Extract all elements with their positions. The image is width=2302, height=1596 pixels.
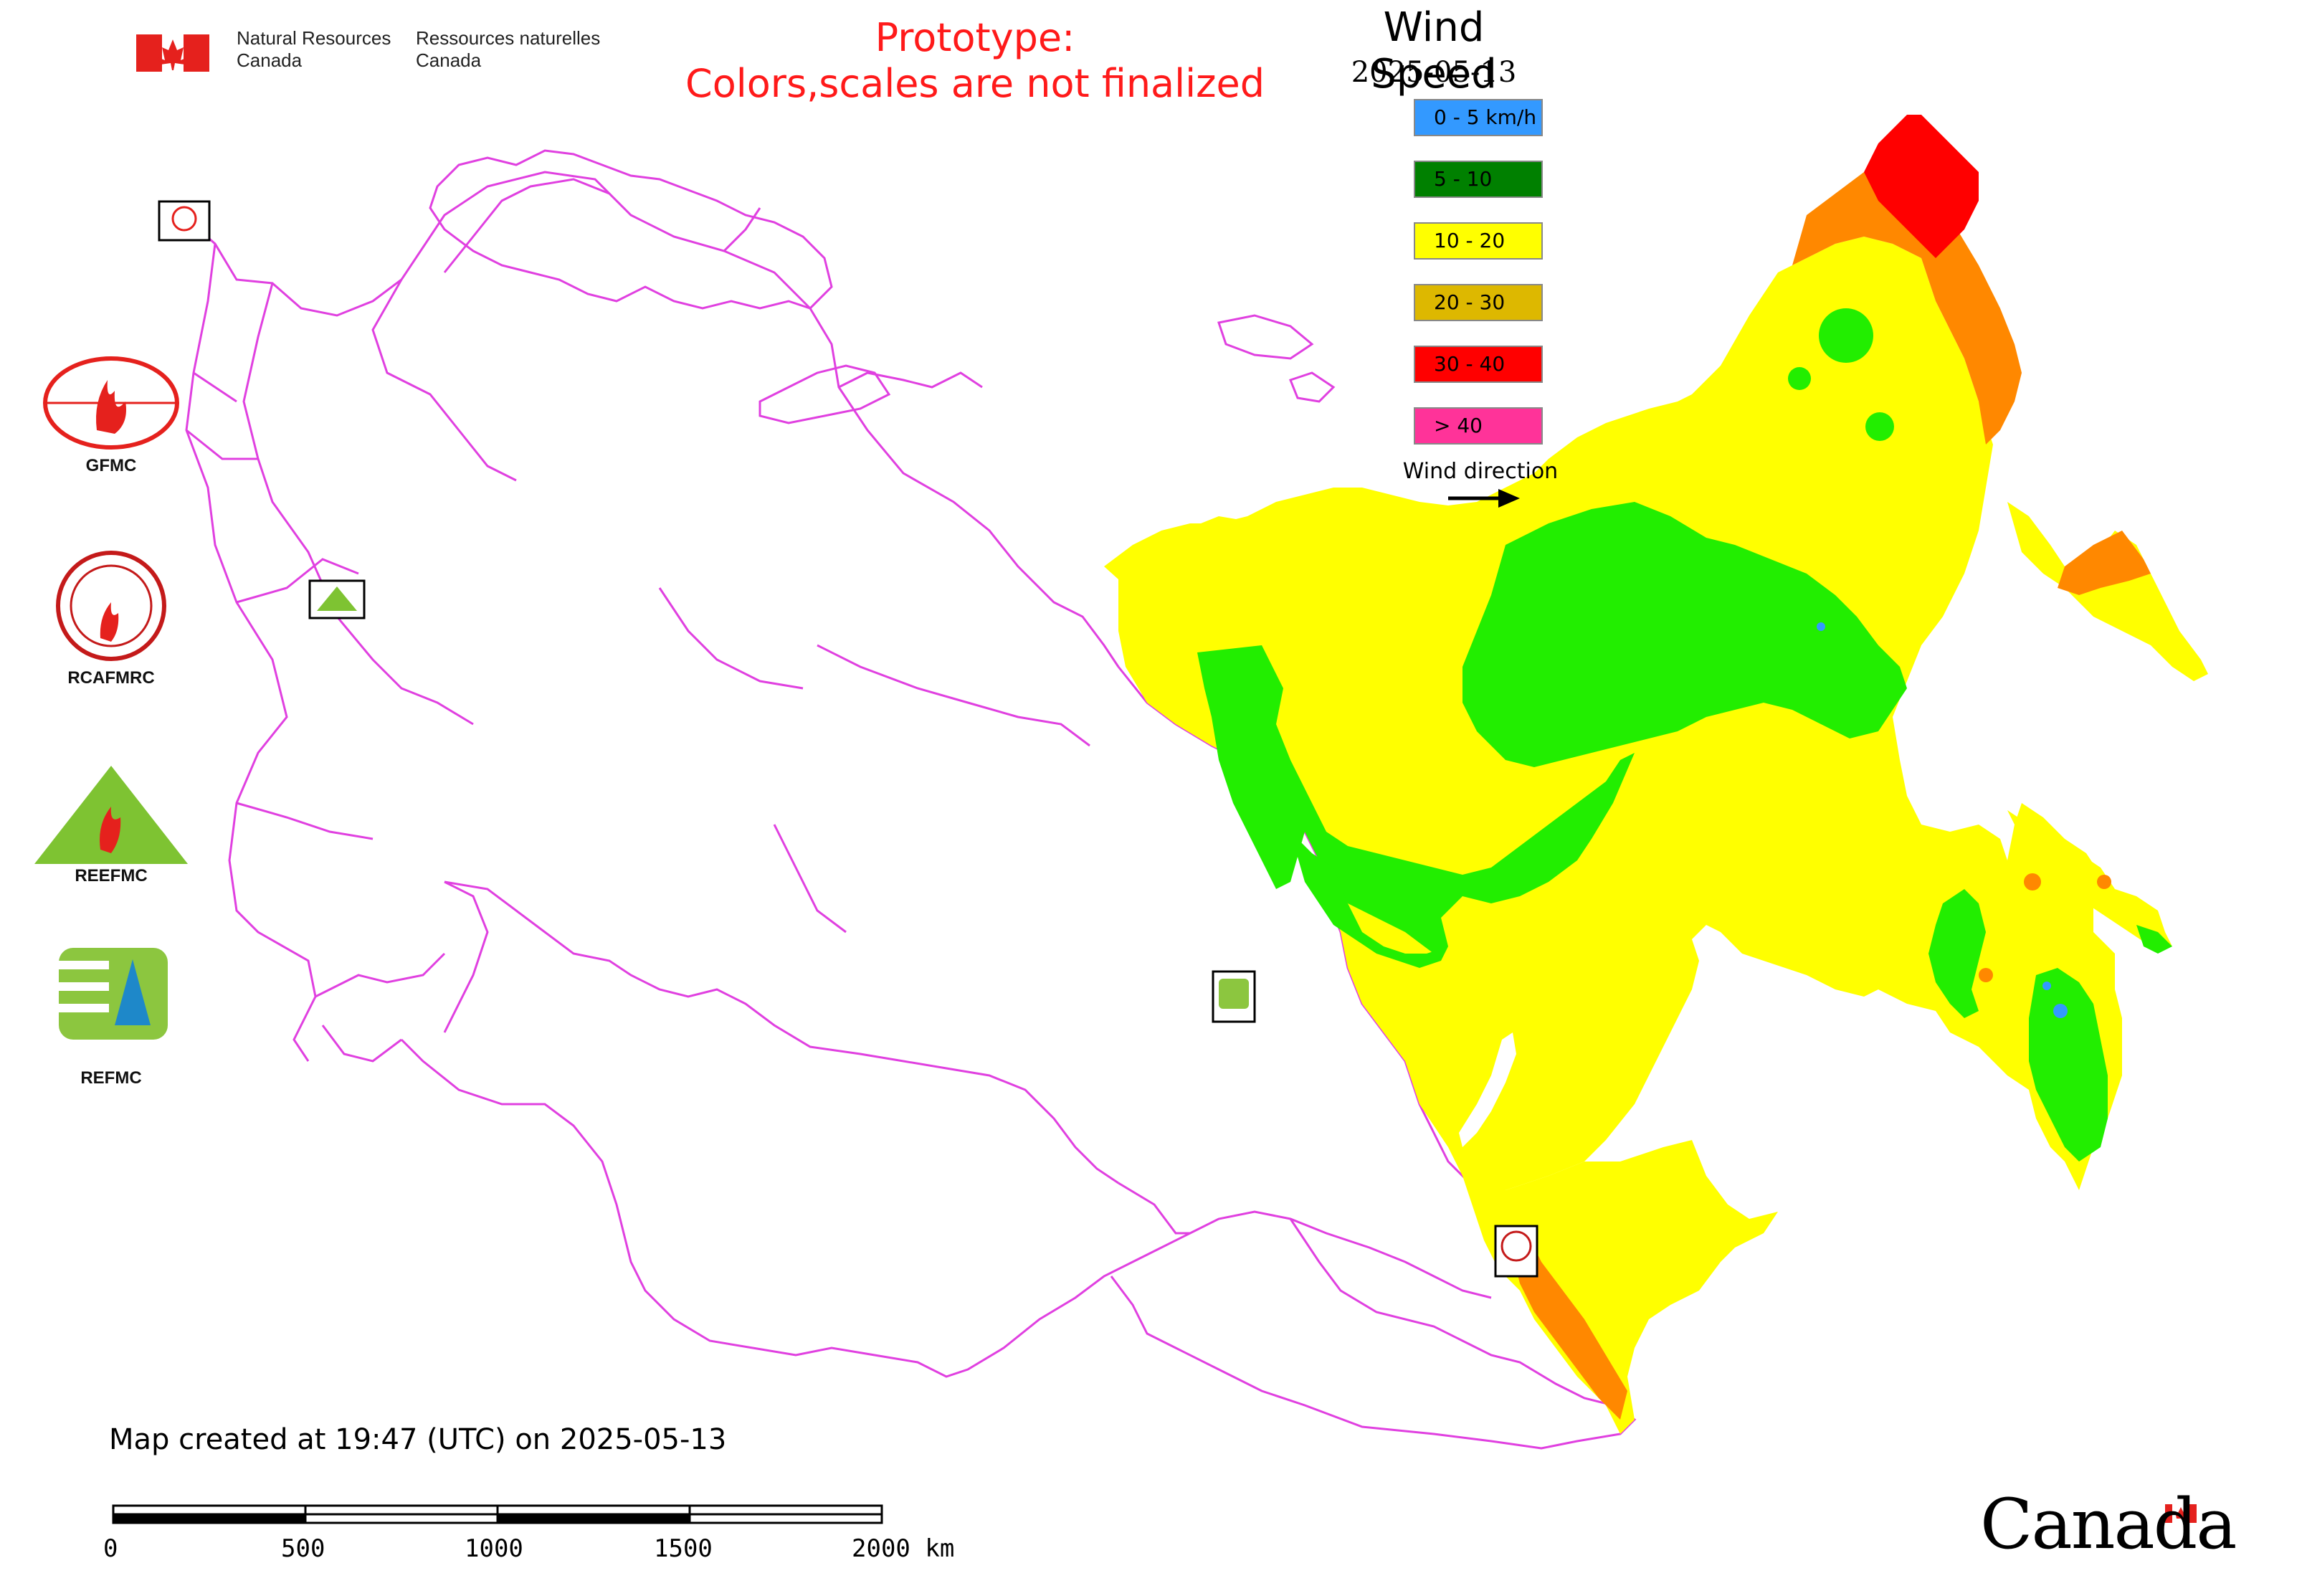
wind-zone-5-10-spot-1 (1819, 308, 1873, 363)
gfmc-logo (43, 356, 179, 450)
legend-item: 30 - 40 (1414, 346, 1543, 383)
legend-date: 2025-05-13 (1351, 56, 1517, 89)
rcafmrc-logo (56, 551, 166, 661)
wind-zone-5-10-primorye (2029, 968, 2108, 1162)
scale-label-500: 500 (281, 1534, 325, 1563)
map-marker-gfmc[interactable] (158, 200, 211, 242)
agency-name-fr-line2: Canada (416, 49, 482, 71)
wind-zone-5-10-spot-2 (1865, 412, 1894, 441)
scale-label-1000: 1000 (465, 1534, 523, 1563)
reefmc-label: REEFMC (75, 866, 148, 885)
refmc-label: REFMC (80, 1068, 142, 1088)
wind-zone-20-30-northeast (1792, 165, 2022, 445)
prototype-notice-line2: Colors,scales are not finalized (685, 61, 1265, 106)
scale-label-2000: 2000 km (852, 1534, 955, 1563)
scale-bar-fill (113, 1514, 690, 1523)
wind-zone-5-10-spot-3 (1788, 367, 1811, 390)
wind-zone-5-10-central (1462, 502, 1907, 767)
wind-zone-20-30-spot-3 (1979, 968, 1993, 982)
wind-zone-5-10-sakhalin-spot (2136, 925, 2172, 954)
wind-zone-10-20-east (2007, 502, 2208, 681)
refmc-logo (59, 948, 168, 1040)
legend-item: 10 - 20 (1414, 222, 1543, 260)
arctic-islands (429, 149, 1336, 424)
legend-item: 20 - 30 (1414, 284, 1543, 321)
map-marker-refmc[interactable] (1212, 970, 1256, 1023)
map-marker-reefmc[interactable] (308, 579, 366, 619)
wind-zone-10-20-north (1104, 366, 1721, 631)
agency-name-fr: Ressources naturelles Canada (416, 27, 600, 72)
agency-name-en-line1: Natural Resources (237, 27, 391, 49)
agency-name-en-line2: Canada (237, 49, 303, 71)
wind-zone-0-5-spot-3 (1817, 622, 1825, 631)
wind-zone-10-20-south (1462, 1140, 1778, 1434)
prototype-notice-line1: Prototype: (875, 15, 1075, 60)
reefmc-logo (34, 766, 188, 864)
rcafmrc-label: RCAFMRC (67, 668, 155, 688)
wind-zone-10-20-sakhalin (2007, 810, 2172, 946)
wind-zone-20-30-spot-2 (2097, 875, 2111, 889)
gfmc-label: GFMC (85, 456, 137, 475)
scale-label-0: 0 (103, 1534, 118, 1563)
agency-name-fr-line1: Ressources naturelles (416, 27, 601, 49)
wind-zone-20-30-spot-1 (2024, 873, 2041, 890)
map-marker-rcafmrc[interactable] (1494, 1225, 1538, 1278)
canada-wordmark: Canada (1980, 1484, 2237, 1564)
legend-item: > 40 (1414, 407, 1543, 445)
wind-zone-5-10-southwest (1290, 832, 1448, 968)
canada-flag-icon (136, 34, 209, 72)
wordmark-flag-icon (2165, 1504, 2197, 1523)
map-created-timestamp: Map created at 19:47 (UTC) on 2025-05-13 (109, 1423, 727, 1456)
wind-zone-5-10-amur (1928, 889, 1986, 1018)
scale-label-1500: 1500 (654, 1534, 713, 1563)
legend-item: 5 - 10 (1414, 161, 1543, 198)
wind-direction-arrow-icon (1448, 489, 1520, 508)
wind-zone-5-10-west (1197, 645, 1635, 954)
wind-zone-30-40-chukotka (1864, 115, 1979, 258)
lake-baikal (1459, 1032, 1516, 1147)
agency-name-en: Natural Resources Canada (237, 27, 391, 72)
wind-zone-0-5-spot-2 (2042, 982, 2051, 990)
legend-item: 0 - 5 km/h (1414, 99, 1543, 136)
legend-title: Wind Speed (1371, 4, 1497, 98)
wind-zone-0-5-spot-1 (2053, 1004, 2068, 1018)
wind-zone-20-30-kamchatka (2058, 531, 2151, 595)
wind-zone-20-30-south (1513, 1233, 1627, 1420)
wind-direction-label: Wind direction (1402, 459, 1559, 484)
